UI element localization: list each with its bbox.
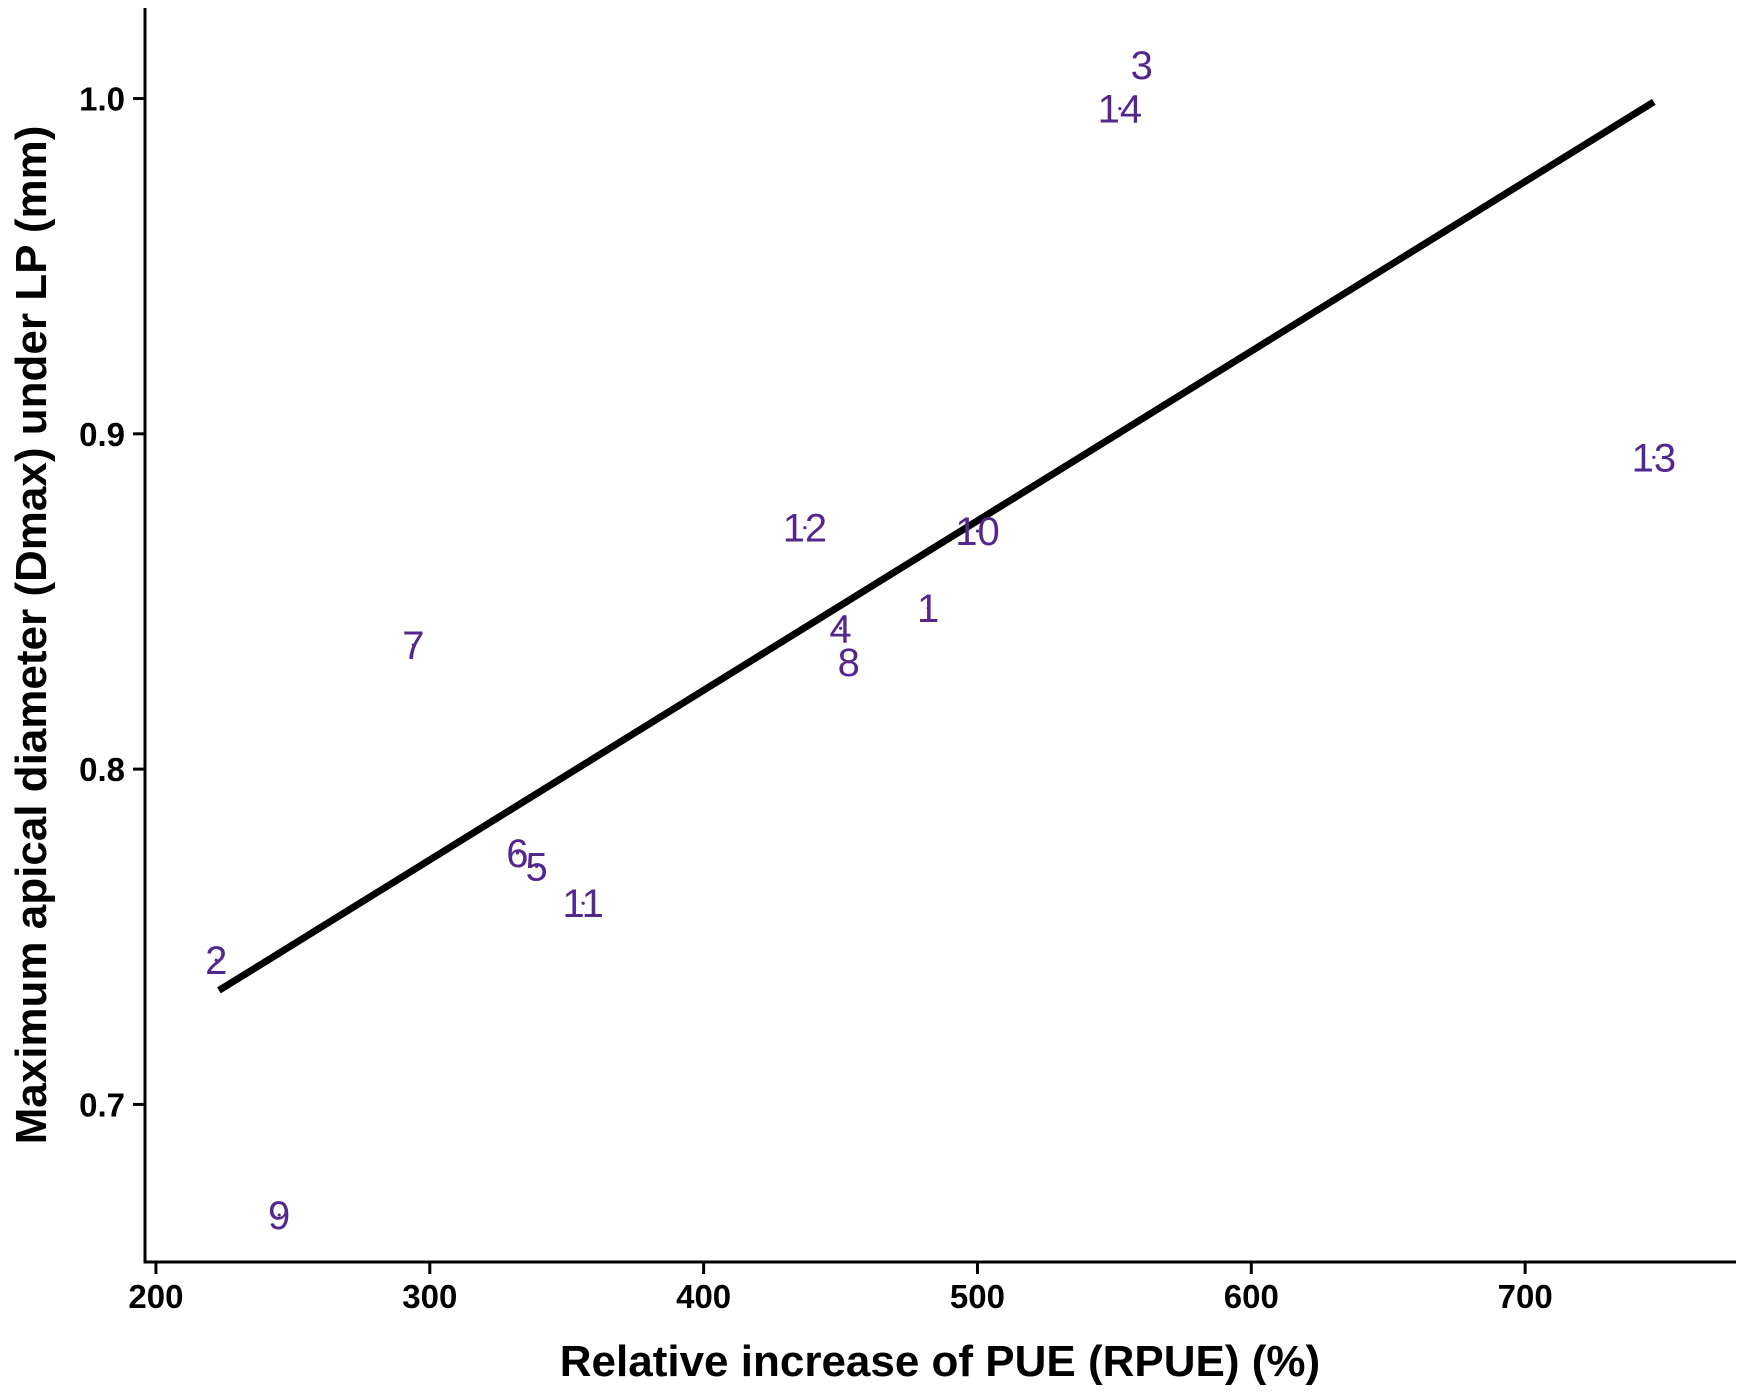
point-label: 11: [562, 882, 604, 926]
data-point: [926, 606, 930, 610]
regression-line-group: [217, 98, 1656, 994]
data-point: [838, 626, 843, 630]
point-label: 4: [829, 607, 851, 651]
point-label: 2: [205, 939, 227, 983]
data-point: [515, 851, 520, 855]
point-label: 14: [1098, 88, 1143, 132]
data-point: [803, 526, 807, 530]
data-point: [847, 660, 851, 664]
regression-line: [217, 98, 1656, 994]
point-label: 9: [268, 1194, 290, 1238]
x-axis-title: Relative increase of PUE (RPUE) (%): [560, 1337, 1320, 1386]
data-point: [1140, 63, 1144, 67]
y-tick-label: 0.9: [79, 416, 125, 453]
data-point: [214, 958, 218, 962]
data-point: [534, 864, 539, 868]
y-tick-label: 1.0: [79, 81, 125, 118]
data-point: [277, 1213, 281, 1217]
data-point: [581, 901, 585, 905]
data-point: [1118, 106, 1122, 111]
x-tick-label: 700: [1498, 1278, 1553, 1315]
point-label: 8: [838, 641, 860, 685]
data-point: [975, 529, 980, 533]
data-point: [1652, 455, 1656, 459]
x-tick-label: 500: [950, 1278, 1005, 1315]
x-tick-label: 600: [1224, 1278, 1279, 1315]
y-axis-title: Maximum apical diameter (Dmax) under LP …: [7, 126, 56, 1145]
point-label: 3: [1131, 44, 1153, 88]
point-label: 10: [955, 510, 1000, 554]
y-axis-ticks: 0.7 0.8 0.9 1.0: [79, 81, 145, 1123]
x-axis-ticks: 200 300 400 500 600 700: [128, 1262, 1553, 1315]
point-label: 5: [525, 845, 547, 889]
point-label: 7: [402, 624, 424, 668]
x-tick-label: 200: [128, 1278, 183, 1315]
point-label: 12: [783, 507, 828, 551]
y-tick-label: 0.8: [79, 751, 125, 788]
point-label: 13: [1632, 436, 1677, 480]
point-label: 1: [917, 587, 939, 631]
point-label: 6: [506, 832, 528, 876]
x-tick-label: 400: [676, 1278, 731, 1315]
x-tick-label: 300: [402, 1278, 457, 1315]
y-tick-label: 0.7: [79, 1086, 125, 1123]
data-point: [411, 643, 415, 647]
